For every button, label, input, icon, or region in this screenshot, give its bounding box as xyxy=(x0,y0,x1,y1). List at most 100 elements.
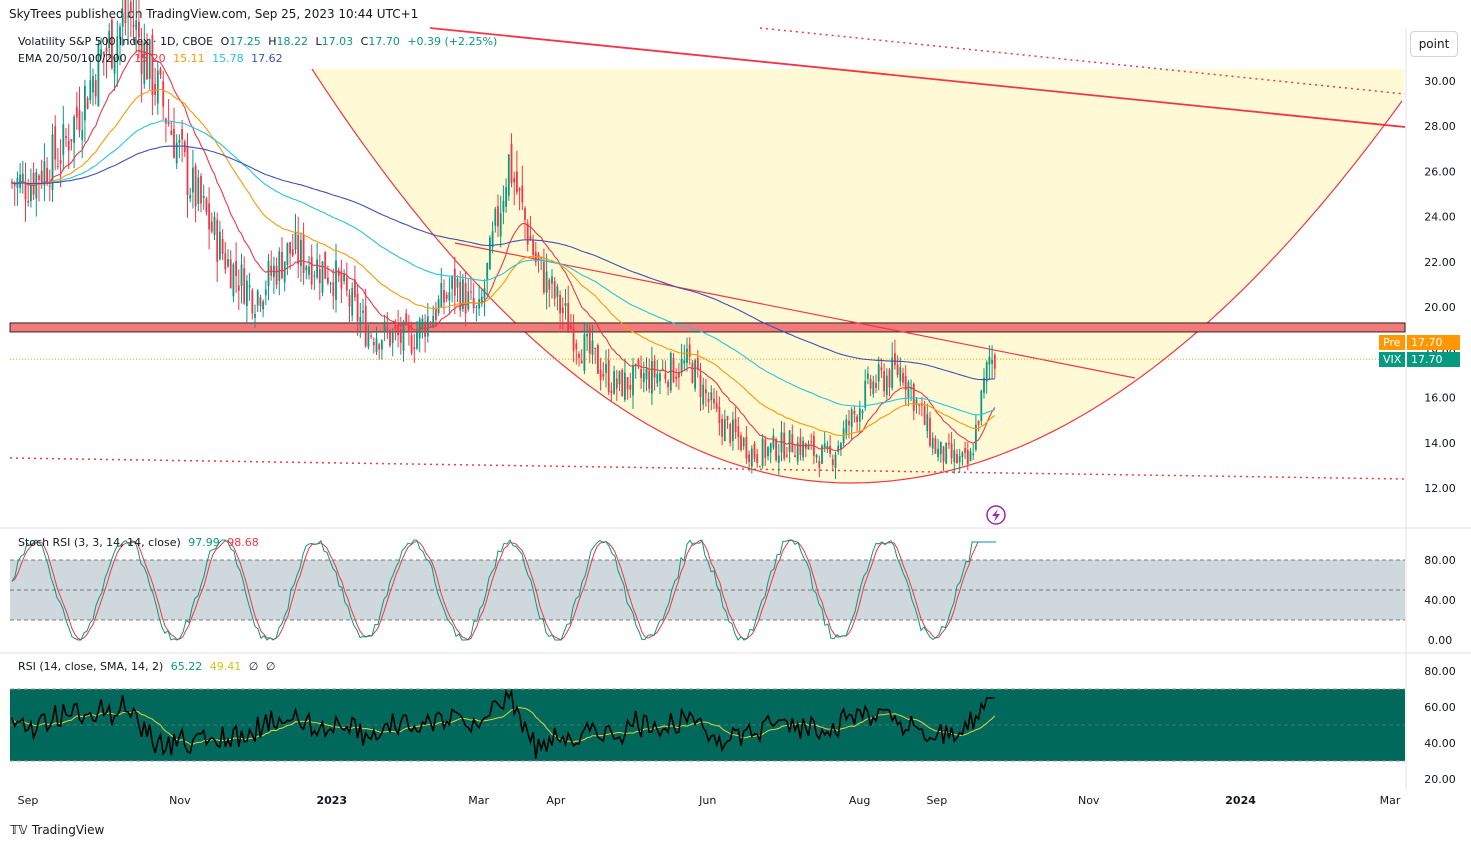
inner-trendline xyxy=(454,242,1136,379)
candle-body xyxy=(529,236,532,241)
y-tick-label: 24.00 xyxy=(1424,211,1456,224)
point-button[interactable]: point xyxy=(1410,31,1458,57)
candle-body xyxy=(183,141,186,153)
candle-body xyxy=(640,368,642,379)
candle-body xyxy=(302,234,305,274)
candle-body xyxy=(586,334,588,337)
candle-body xyxy=(251,290,254,314)
candle-body xyxy=(626,377,629,390)
candle-body xyxy=(942,446,945,462)
candle-body xyxy=(84,85,86,121)
candle-body xyxy=(310,256,313,285)
ema20-line xyxy=(11,49,996,452)
candle-body xyxy=(65,136,67,139)
candle-body xyxy=(70,139,73,142)
candle-body xyxy=(478,299,480,309)
candle-body xyxy=(281,252,283,279)
candle-body xyxy=(51,134,54,191)
symbol-title: Volatility S&P 500 Index · 1D, CBOE xyxy=(18,35,214,48)
candle-body xyxy=(499,212,502,237)
candle-body xyxy=(113,57,116,74)
candle-body xyxy=(745,436,748,459)
candle-body xyxy=(645,368,648,380)
x-tick-label: Nov xyxy=(1078,794,1100,807)
candle-body xyxy=(435,308,437,320)
candle-body xyxy=(283,261,286,283)
candle-body xyxy=(480,296,483,304)
candle-body xyxy=(146,42,148,80)
stoch-legend: Stoch RSI (3, 3, 14, 14, close) 97.99 98… xyxy=(18,536,263,549)
candle-body xyxy=(159,68,162,75)
candle-body xyxy=(138,21,140,38)
stoch-label: Stoch RSI (3, 3, 14, 14, close) xyxy=(18,536,181,549)
candle-body xyxy=(556,286,559,297)
tv-brand-text: TradingView xyxy=(31,823,105,837)
ema20-value: 15.20 xyxy=(134,52,166,65)
candle-body xyxy=(135,20,138,30)
candle-body xyxy=(945,442,948,464)
candle-body xyxy=(821,445,823,464)
candle-body xyxy=(97,44,100,107)
candle-body xyxy=(896,364,899,375)
candle-body xyxy=(105,47,108,52)
candle-body xyxy=(254,313,256,318)
tradingview-logo[interactable]: 𝕋𝕍 TradingView xyxy=(10,823,104,837)
candle-body xyxy=(216,219,219,262)
candle-body xyxy=(937,448,939,458)
candle-body xyxy=(980,390,983,422)
vix-tag-label: VIX xyxy=(1379,352,1406,367)
candle-body xyxy=(119,26,121,39)
rsi-y-tick: 20.00 xyxy=(1424,773,1456,786)
candle-body xyxy=(953,450,956,463)
cup-fill xyxy=(312,69,1405,483)
y-tick-label: 26.00 xyxy=(1424,165,1456,178)
candle-body xyxy=(594,347,597,349)
x-tick-label: Apr xyxy=(546,794,566,807)
candle-body xyxy=(197,177,200,204)
candle-body xyxy=(129,1,132,13)
candle-body xyxy=(840,443,842,450)
candle-body xyxy=(732,419,734,441)
candle-body xyxy=(559,295,561,314)
stoch-y-tick: 80.00 xyxy=(1424,554,1456,567)
candle-body xyxy=(637,359,640,366)
candle-body xyxy=(305,266,308,271)
candle-body xyxy=(675,376,678,379)
candle-body xyxy=(205,198,208,213)
candle-body xyxy=(467,291,470,310)
candle-body xyxy=(632,365,634,396)
candle-body xyxy=(629,384,632,390)
candle-body xyxy=(753,443,756,459)
candle-body xyxy=(578,353,580,359)
cup-curve xyxy=(311,68,1403,484)
candle-body xyxy=(300,240,302,266)
candle-body xyxy=(259,297,262,306)
candle-body xyxy=(399,328,402,343)
candle-body xyxy=(656,373,659,384)
candle-body xyxy=(308,266,310,275)
candle-body xyxy=(24,184,27,200)
candle-body xyxy=(683,360,686,364)
candle-body xyxy=(413,347,416,350)
candle-body xyxy=(634,363,637,366)
candle-body xyxy=(194,165,197,207)
candle-body xyxy=(81,130,84,140)
candle-body xyxy=(872,381,875,395)
ohlc-l: 17.03 xyxy=(321,35,354,48)
candle-body xyxy=(613,371,615,394)
candle-body xyxy=(680,359,683,373)
candle-body xyxy=(210,221,213,232)
rsi-extra1: ∅ xyxy=(248,660,259,673)
candle-body xyxy=(132,24,135,27)
candle-body xyxy=(777,455,780,463)
ohlc-o: 17.25 xyxy=(229,35,261,48)
candle-body xyxy=(448,292,451,301)
candle-body xyxy=(462,279,464,310)
candle-body xyxy=(11,181,13,184)
candle-body xyxy=(54,126,57,160)
candle-body xyxy=(351,287,354,316)
x-tick-label: Sep xyxy=(18,794,39,807)
candle-body xyxy=(440,282,443,307)
candle-body xyxy=(929,418,931,446)
